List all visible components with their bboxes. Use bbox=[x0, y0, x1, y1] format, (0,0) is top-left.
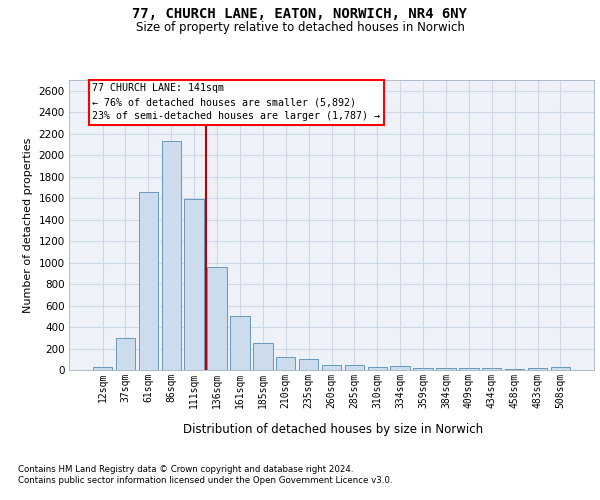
Bar bbox=[139, 192, 158, 370]
Text: Contains HM Land Registry data © Crown copyright and database right 2024.: Contains HM Land Registry data © Crown c… bbox=[18, 465, 353, 474]
Text: Contains public sector information licensed under the Open Government Licence v3: Contains public sector information licen… bbox=[18, 476, 392, 485]
Bar bbox=[551, 368, 570, 370]
Text: Size of property relative to detached houses in Norwich: Size of property relative to detached ho… bbox=[136, 21, 464, 34]
Bar bbox=[276, 357, 295, 370]
Bar bbox=[208, 267, 227, 370]
Bar bbox=[116, 338, 135, 370]
Bar bbox=[344, 364, 364, 370]
Text: 77 CHURCH LANE: 141sqm
← 76% of detached houses are smaller (5,892)
23% of semi-: 77 CHURCH LANE: 141sqm ← 76% of detached… bbox=[92, 83, 380, 121]
Bar bbox=[482, 368, 502, 370]
Y-axis label: Number of detached properties: Number of detached properties bbox=[23, 138, 33, 312]
Text: 77, CHURCH LANE, EATON, NORWICH, NR4 6NY: 77, CHURCH LANE, EATON, NORWICH, NR4 6NY bbox=[133, 8, 467, 22]
Bar bbox=[93, 368, 112, 370]
Bar bbox=[436, 368, 455, 370]
Bar bbox=[391, 366, 410, 370]
Bar bbox=[161, 141, 181, 370]
Bar bbox=[299, 360, 319, 370]
Bar bbox=[368, 367, 387, 370]
Bar bbox=[184, 198, 204, 370]
Bar bbox=[413, 368, 433, 370]
Bar bbox=[230, 316, 250, 370]
Bar bbox=[528, 368, 547, 370]
Bar bbox=[253, 343, 272, 370]
Bar bbox=[322, 364, 341, 370]
Text: Distribution of detached houses by size in Norwich: Distribution of detached houses by size … bbox=[183, 422, 483, 436]
Bar bbox=[459, 368, 479, 370]
